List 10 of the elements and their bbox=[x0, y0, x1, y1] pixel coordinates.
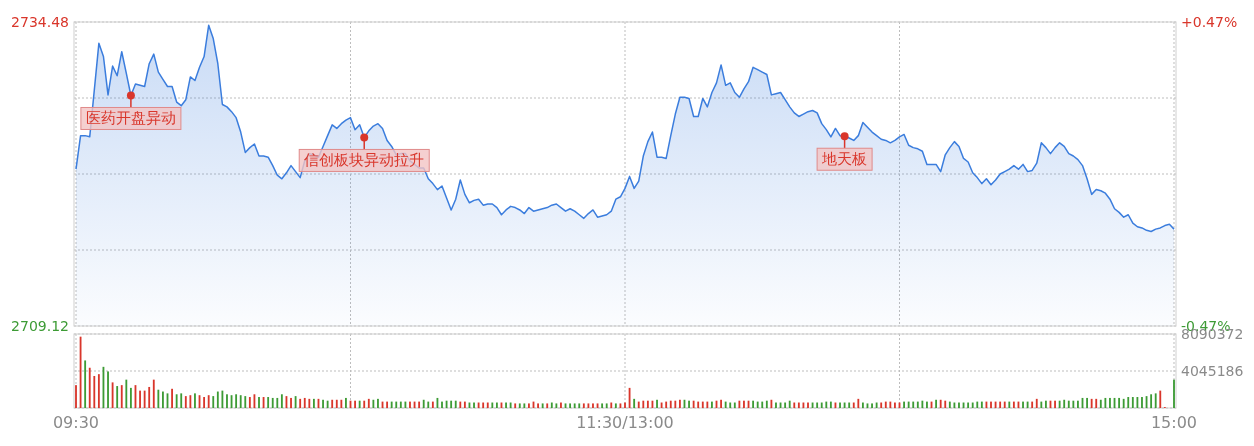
x-tick-label: 15:00 bbox=[1150, 413, 1198, 432]
x-tick-label: 09:30 bbox=[52, 413, 100, 432]
y2-tick-label: +0.47% bbox=[1181, 13, 1238, 30]
x-tick-label: 11:30/13:00 bbox=[576, 413, 674, 432]
annotation: 医药开盘异动 bbox=[85, 109, 176, 128]
y-tick-label: 2709.12 bbox=[11, 317, 69, 334]
y-tick-label: 2734.48 bbox=[11, 13, 69, 30]
annotation: 地天板 bbox=[821, 150, 868, 169]
annotation: 信创板块异动拉升 bbox=[304, 151, 425, 170]
y-tick-label: 4045186 bbox=[1181, 362, 1244, 379]
